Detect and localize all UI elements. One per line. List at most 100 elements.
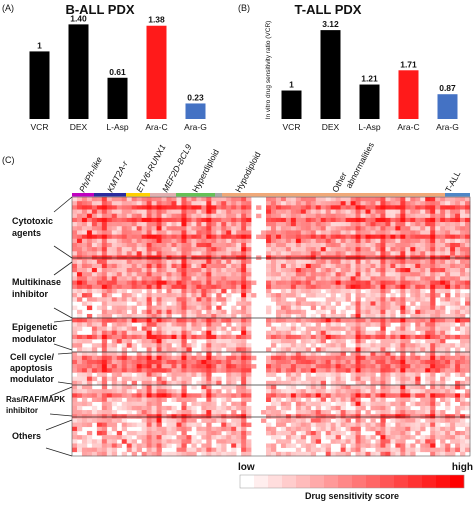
heat-cell — [335, 301, 341, 306]
heat-cell — [320, 343, 327, 348]
heat-cell — [435, 322, 441, 327]
heat-cell — [131, 405, 137, 411]
heat-cell — [465, 259, 471, 265]
heat-cell — [246, 201, 252, 206]
heat-cell — [246, 276, 252, 281]
heat-cell — [151, 343, 157, 348]
heat-cell — [126, 209, 132, 215]
heat-cell — [445, 284, 451, 290]
col-group-label-hypodiploid: Hypodiploid — [233, 150, 263, 194]
heat-cell — [266, 422, 272, 428]
heat-cell — [285, 418, 292, 423]
heat-cell — [350, 376, 356, 382]
heat-cell — [111, 372, 118, 377]
heat-cell — [330, 405, 336, 411]
heat-cell — [375, 305, 381, 311]
heat-cell — [465, 305, 471, 311]
heat-cell — [186, 439, 192, 444]
heat-cell — [405, 422, 411, 428]
heat-cell — [91, 347, 98, 352]
heat-cell — [181, 318, 187, 323]
heat-cell — [76, 418, 83, 423]
heat-cell — [335, 426, 341, 432]
heat-cell — [335, 410, 341, 415]
heat-cell — [335, 384, 341, 390]
heat-cell — [380, 389, 386, 394]
heat-cell — [121, 426, 128, 432]
heat-cell — [231, 276, 237, 281]
heat-cell — [305, 276, 312, 281]
heat-cell — [395, 426, 401, 432]
heat-cell — [425, 322, 431, 327]
heat-cell — [266, 201, 272, 206]
heat-cell — [201, 263, 207, 269]
heat-cell — [430, 326, 436, 331]
heat-cell — [310, 251, 317, 256]
heat-cell — [131, 376, 137, 382]
heat-cell — [176, 301, 182, 306]
heat-cell — [380, 430, 386, 436]
heat-cell — [285, 355, 292, 361]
heat-cell — [181, 380, 187, 386]
heat-cell — [450, 247, 456, 252]
heat-cell — [206, 205, 212, 210]
heat-cell — [395, 217, 401, 223]
heat-cell — [136, 410, 142, 415]
heat-cell — [136, 268, 142, 273]
heat-cell — [275, 276, 282, 281]
heat-cell — [196, 280, 202, 286]
heat-cell — [226, 226, 232, 231]
heat-cell — [171, 238, 177, 244]
heat-cell — [385, 309, 391, 315]
heat-cell — [280, 347, 287, 352]
heat-cell — [280, 410, 287, 415]
heat-cell — [226, 414, 232, 419]
heat-cell — [196, 430, 202, 436]
heat-cell — [141, 226, 147, 231]
heat-cell — [370, 242, 376, 248]
heat-cell — [295, 393, 302, 398]
heat-cell — [226, 380, 232, 386]
heat-cell — [271, 397, 277, 402]
heat-cell — [430, 213, 436, 219]
heat-cell — [465, 301, 471, 306]
heat-cell — [156, 326, 162, 331]
heat-cell — [340, 205, 346, 210]
heat-cell — [101, 222, 108, 227]
heat-cell — [300, 422, 307, 428]
heat-cell — [395, 305, 401, 311]
heat-cell — [86, 205, 93, 210]
heat-cell — [72, 339, 78, 344]
heat-cell — [231, 393, 237, 398]
heat-cell — [131, 201, 137, 206]
heat-cell — [271, 284, 277, 290]
heat-cell — [325, 318, 331, 323]
heat-cell — [156, 318, 162, 323]
heat-cell — [375, 280, 381, 286]
heat-cell — [365, 247, 371, 252]
heat-cell — [295, 351, 302, 357]
heat-cell — [370, 213, 376, 219]
heat-cell — [385, 343, 391, 348]
heat-cell — [196, 364, 202, 369]
heat-cell — [350, 422, 356, 428]
heat-cell — [171, 347, 177, 352]
heat-cell — [340, 451, 346, 457]
heat-cell — [221, 330, 227, 336]
heat-cell — [290, 451, 297, 457]
heat-cell — [76, 272, 83, 277]
heat-cell — [196, 351, 202, 357]
heat-cell — [266, 263, 272, 269]
heat-cell — [330, 351, 336, 357]
heat-cell — [295, 272, 302, 277]
heat-cell — [410, 280, 416, 286]
heat-cell — [86, 197, 93, 202]
heat-cell — [171, 389, 177, 394]
heat-cell — [106, 443, 113, 448]
heat-cell — [300, 343, 307, 348]
heat-cell — [375, 397, 381, 402]
heat-cell — [176, 435, 182, 440]
heat-cell — [126, 322, 132, 327]
heat-cell — [465, 422, 471, 428]
heat-cell — [116, 359, 123, 365]
